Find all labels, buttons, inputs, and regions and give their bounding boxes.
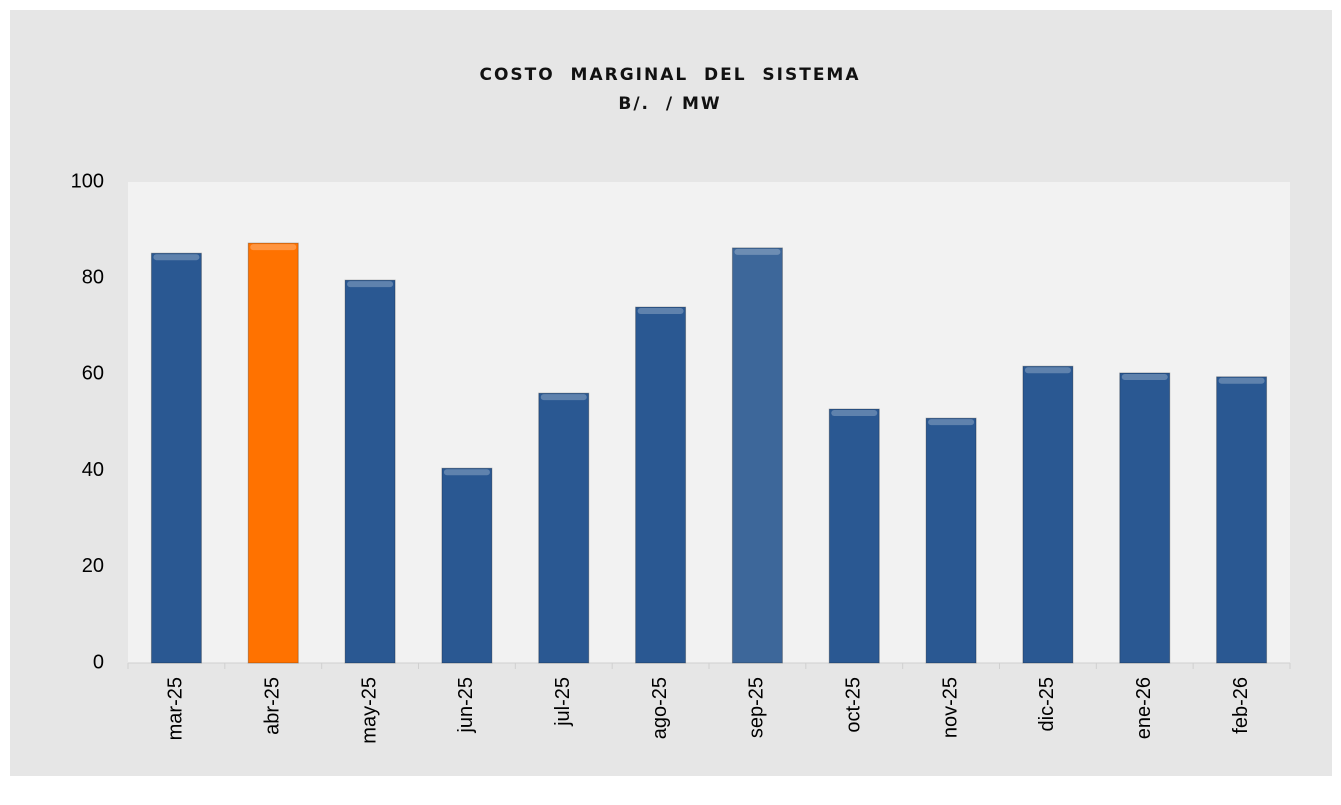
bar-highlight	[1218, 377, 1265, 384]
bar	[441, 467, 493, 664]
bar-highlight	[540, 394, 587, 401]
x-tick-label: dic-25	[1036, 677, 1058, 731]
bar-highlight	[637, 308, 684, 315]
x-tick-label: sep-25	[746, 677, 768, 738]
x-tick-label: oct-25	[843, 677, 865, 733]
bar-highlight	[153, 254, 200, 261]
x-tick-label: feb-26	[1230, 677, 1252, 734]
bar-highlight	[831, 410, 878, 417]
x-tick-label: ene-26	[1133, 677, 1155, 739]
bar-highlight	[443, 469, 490, 476]
bar	[344, 279, 396, 664]
bar	[247, 242, 299, 664]
bar-highlight	[347, 281, 394, 288]
x-tick-label: nov-25	[939, 677, 961, 738]
x-tick-label: jun-25	[455, 677, 477, 734]
bar	[150, 252, 202, 664]
bar	[635, 306, 687, 664]
x-tick-label: abr-25	[262, 677, 284, 735]
chart-subtitle: B/. / MW	[618, 94, 721, 114]
bar	[538, 392, 590, 664]
bar	[1022, 365, 1074, 664]
y-tick-label: 100	[71, 170, 104, 192]
y-tick-label: 80	[82, 266, 104, 288]
x-tick-label: ago-25	[649, 677, 671, 739]
chart-title: COSTO MARGINAL DEL SISTEMA	[479, 65, 860, 85]
plot-area	[128, 182, 1290, 663]
bar	[925, 417, 977, 664]
bar-highlight	[1024, 367, 1071, 374]
bar-highlight	[734, 248, 781, 255]
y-tick-label: 0	[93, 651, 104, 673]
bar	[828, 408, 880, 664]
bar-highlight	[250, 244, 297, 251]
y-tick-label: 20	[82, 555, 104, 577]
bar	[1119, 372, 1171, 664]
x-tick-label: mar-25	[165, 677, 187, 740]
bar	[731, 247, 783, 664]
y-tick-label: 60	[82, 363, 104, 385]
y-tick-label: 40	[82, 459, 104, 481]
x-tick-label: jul-25	[552, 677, 574, 727]
bar-highlight	[1121, 373, 1168, 380]
x-tick-label: may-25	[358, 677, 380, 744]
bar-highlight	[928, 419, 975, 426]
bar	[1216, 376, 1268, 664]
